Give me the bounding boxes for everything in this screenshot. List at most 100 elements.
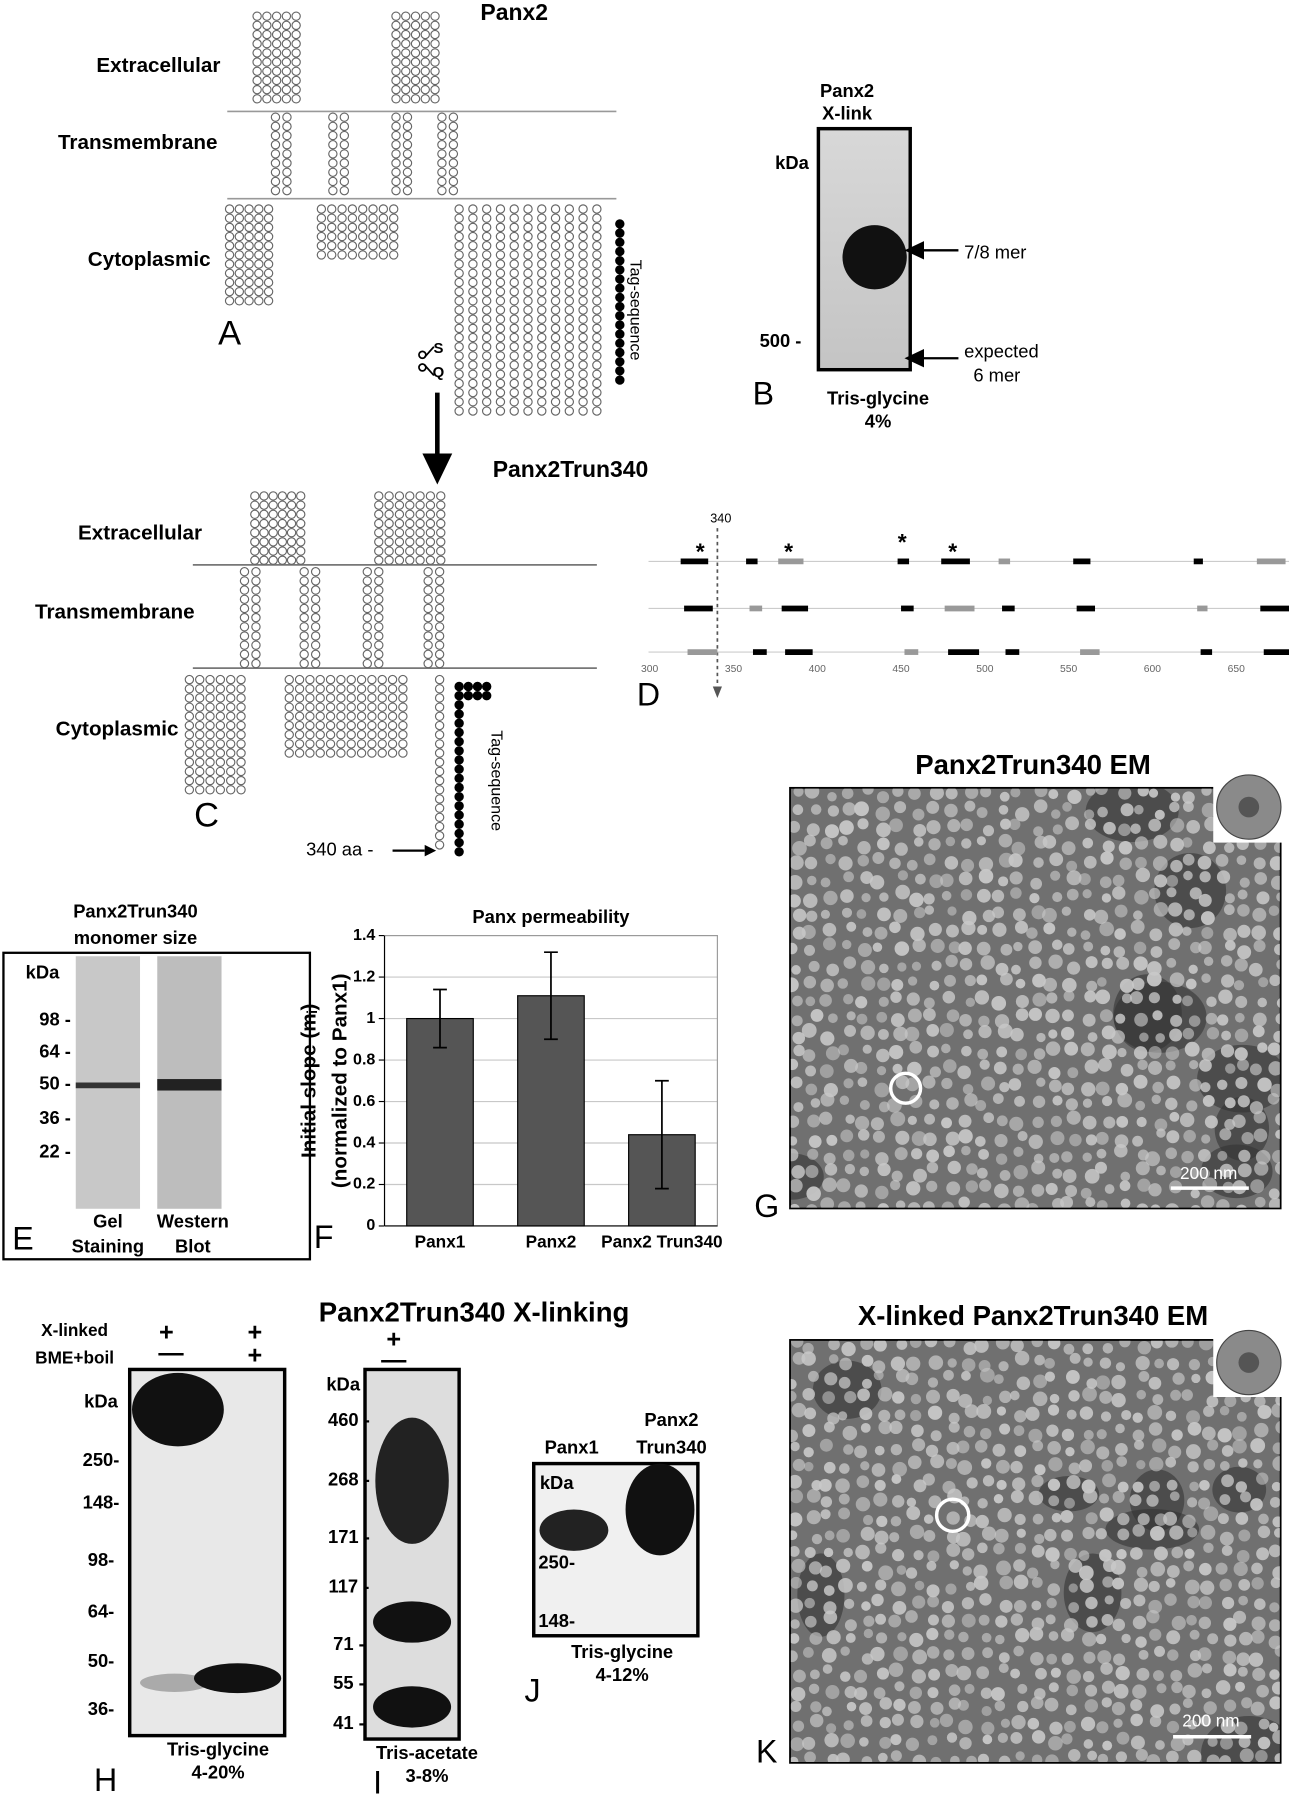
em-particle [1256,1684,1269,1698]
em-particle [910,1410,922,1422]
residue [401,39,411,49]
em-particle [876,1048,890,1063]
em-particle [922,1201,935,1208]
em-particle [997,1023,1013,1039]
residue [463,681,474,692]
em-particle [892,1600,907,1615]
em-particle [1254,1196,1266,1208]
residue [356,693,367,703]
em-particle [1254,1395,1266,1408]
em-particle [877,1162,891,1177]
em-particle [1249,1101,1263,1115]
em-particle [1186,1410,1201,1425]
em-particle [997,1732,1009,1743]
residue [286,500,297,510]
residue [454,387,464,398]
em-particle [1169,972,1185,988]
em-particle [1116,1115,1129,1128]
em-particle [894,941,910,956]
em-particle [1201,788,1212,796]
residue [387,711,398,722]
em-particle [1084,818,1096,830]
em-particle [927,1595,940,1608]
em-particle [945,1663,959,1677]
em-particle [929,1099,940,1110]
residue [420,39,430,49]
residue [294,720,305,731]
residue [270,121,281,132]
em-particle [875,806,890,822]
em-particle [1154,809,1165,820]
em-particle [825,1685,840,1700]
em-particle [1237,1058,1249,1071]
em-particle [1064,1041,1079,1056]
residue [277,555,288,565]
residue [481,296,492,306]
residue [410,75,421,86]
em-particle [802,1342,814,1355]
residue [239,649,250,660]
residue [481,681,492,692]
residue [454,736,464,747]
residue [244,231,254,242]
em-particle [1188,964,1198,974]
residue [425,555,436,565]
em-particle [790,1489,804,1504]
y-tick-label: 0.6 [353,1092,375,1110]
em-particle [857,1388,870,1402]
em-particle [1170,1669,1183,1682]
em-particle [1113,1718,1123,1728]
residue [378,231,389,242]
residue [239,622,250,632]
residue [509,204,519,214]
em-particle [1276,959,1280,970]
em-particle [964,1093,978,1107]
residue [195,739,205,749]
em-particle [876,1515,888,1527]
em-particle [1048,789,1059,800]
residue [550,231,561,242]
label: Cytoplasmic [88,248,211,271]
residue [423,631,433,641]
residue [244,250,254,260]
em-particle [824,1163,838,1176]
em-particle [824,1530,835,1541]
em-particle [1169,1166,1182,1179]
em-particle [1095,788,1108,796]
residue [495,305,506,315]
residue [436,537,446,547]
em-particle [929,788,944,800]
residue [356,711,367,722]
residue [495,342,506,352]
residue [430,29,440,40]
em-particle [1217,1513,1229,1525]
residue [578,406,588,416]
em-particle [1010,788,1021,798]
em-particle [1149,1628,1162,1641]
em-particle [801,1023,817,1038]
em-particle [1048,1457,1063,1472]
residue [347,250,358,260]
em-particle [1275,1113,1280,1126]
em-particle [842,802,856,816]
em-particle [838,1376,851,1389]
em-particle [890,1734,902,1746]
em-particle [1257,1404,1272,1420]
residue [615,265,625,275]
residue [377,739,387,749]
em-particle [1206,1395,1219,1408]
em-particle [1169,801,1180,813]
residue [367,720,377,731]
residue [509,259,519,269]
residue [410,29,421,40]
em-particle [1235,1512,1249,1525]
residue [391,130,401,141]
em-particle [793,788,804,797]
em-particle [894,1147,908,1161]
residue [454,700,464,710]
residue [523,213,533,223]
em-particle [981,1721,995,1735]
em-particle [808,960,820,972]
em-particle [892,788,904,797]
residue [454,764,464,774]
